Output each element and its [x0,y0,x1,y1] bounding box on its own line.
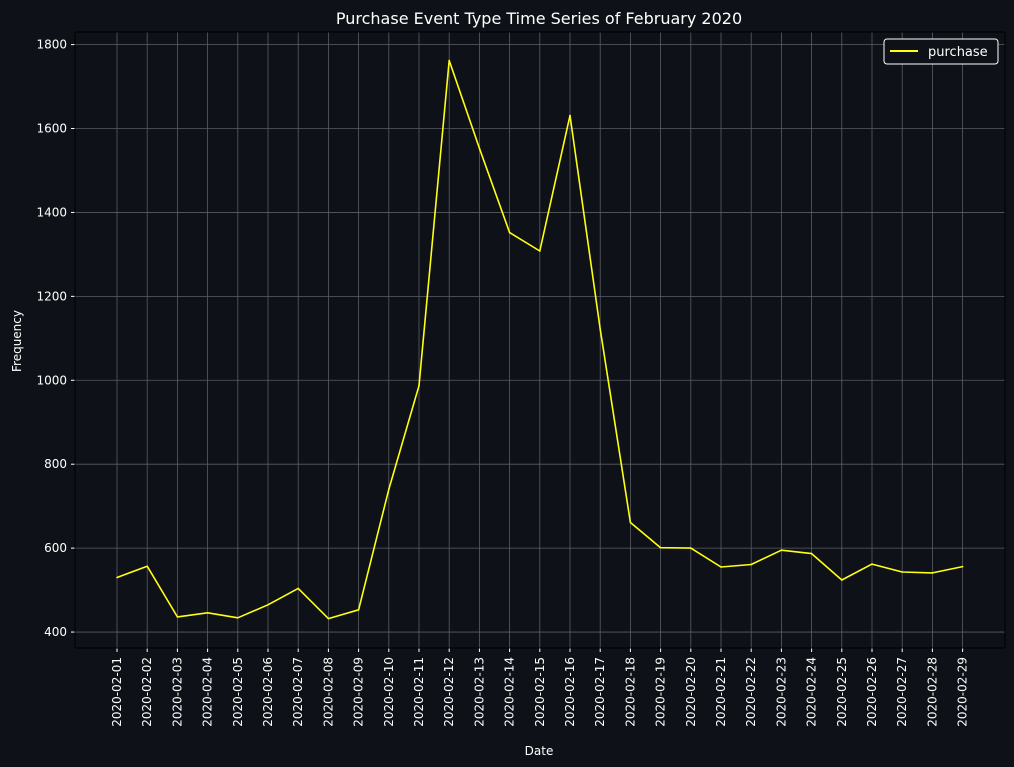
data-point [146,565,148,567]
x-tick-label: 2020-02-02 [140,657,154,727]
x-tick-label: 2020-02-09 [352,657,366,727]
data-point [810,552,813,555]
x-tick-label: 2020-02-08 [321,657,335,727]
x-tick-label: 2020-02-13 [472,657,486,727]
grid-lines [75,32,1005,648]
legend: purchase [883,38,999,65]
data-point [901,571,903,573]
data-point [418,384,420,387]
x-tick-label: 2020-02-19 [654,657,668,727]
axes: 2020-02-01 2020-02-02 2020-02-03 2020-02-04… [36,31,1006,727]
x-tick-label: 2020-02-15 [533,657,547,727]
data-point [599,328,601,330]
y-tick-label: 1000 [36,373,67,387]
x-tick-label: 2020-02-03 [170,657,184,727]
x-tick-label: 2020-02-29 [956,657,970,727]
data-point [841,579,843,581]
x-tick-label: 2020-02-24 [805,657,819,727]
data-point [116,576,118,579]
data-point [690,547,692,549]
x-tick-label: 2020-02-16 [563,657,577,727]
y-tick-label: 1400 [36,205,67,219]
data-point [931,572,934,574]
x-tick-label: 2020-02-07 [291,657,305,727]
data-point [478,147,481,149]
y-tick-label: 1800 [36,38,67,52]
data-point [780,549,783,551]
data-point [357,609,360,611]
data-point [871,563,873,565]
y-tick-label: 400 [44,625,67,639]
x-tick-label: 2020-02-25 [835,657,849,727]
data-point [720,566,722,568]
x-tick-label: 2020-02-27 [895,657,909,727]
x-tick-label: 2020-02-06 [261,657,275,727]
data-point [629,521,632,524]
plot-frame [74,31,1006,649]
data-point [448,59,451,62]
x-tick-label: 2020-02-14 [503,657,517,727]
x-tick-label: 2020-02-04 [201,657,215,727]
data-point [508,231,511,234]
x-tick-label: 2020-02-28 [925,657,939,727]
y-tick-label: 1200 [36,289,67,303]
data-point [659,546,662,549]
x-tick-label: 2020-02-21 [714,657,728,727]
x-tick-label: 2020-02-01 [110,657,124,727]
x-tick-label: 2020-02-26 [865,657,879,727]
data-point [297,587,300,590]
data-point [539,250,541,252]
legend-box [883,38,999,65]
x-tick-label: 2020-02-20 [684,657,698,727]
x-tick-label: 2020-02-11 [412,657,426,727]
data-point [327,617,330,620]
x-tick-label: 2020-02-05 [231,657,245,727]
data-point [388,488,390,491]
x-tick-label: 2020-02-22 [744,657,758,727]
data-point [176,616,179,618]
data-point [750,563,752,566]
x-tick-label: 2020-02-10 [382,657,396,727]
y-tick-label: 800 [44,457,67,471]
data-point [237,617,239,619]
y-tick-label: 1600 [36,122,67,136]
y-axis-label: Frequency [10,310,24,372]
data-point [206,612,209,614]
data-point [569,114,571,117]
x-tick-label: 2020-02-12 [442,657,456,727]
series-layer [116,59,964,620]
x-axis-label: Date [525,744,554,758]
data-point [267,604,269,606]
chart-title: Purchase Event Type Time Series of Febru… [336,9,742,28]
legend-label: purchase [928,45,988,60]
data-point [961,565,964,568]
x-tick-label: 2020-02-17 [593,657,607,727]
x-tick-label: 2020-02-23 [774,657,788,727]
y-tick-label: 600 [44,541,67,555]
x-tick-label: 2020-02-18 [623,657,637,727]
